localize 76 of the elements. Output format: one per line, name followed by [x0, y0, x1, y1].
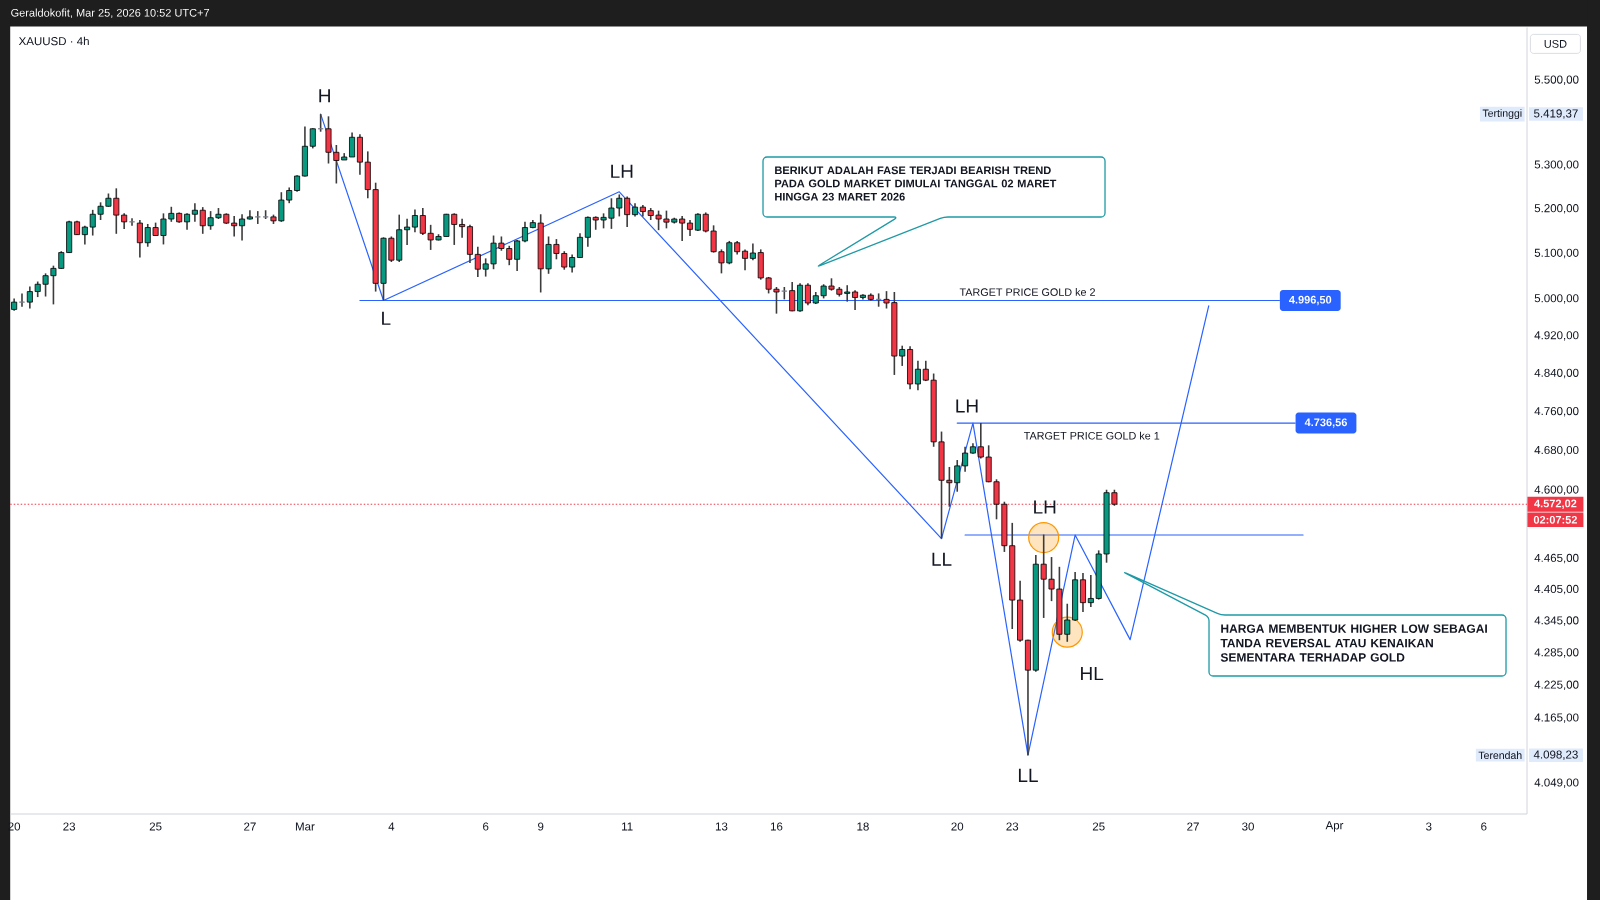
annotation: Terendah [1478, 751, 1522, 760]
text: XAUUSD · 4h [18, 36, 89, 46]
candlestick [19, 292, 25, 308]
data-label: 4.996,50 [1289, 295, 1332, 306]
x-tick-label: 9 [538, 822, 544, 831]
candlestick [191, 202, 198, 223]
y-tick-label: 4.920,00 [1534, 331, 1579, 341]
candlestick [789, 281, 796, 313]
data-label: 4.736,56 [1304, 418, 1348, 428]
x-tick-label: 6 [1481, 822, 1487, 831]
data-label: LH [956, 399, 978, 413]
data-label: LL [1018, 768, 1038, 782]
y-tick-label: 4.405,00 [1534, 584, 1579, 595]
text: 5.419,37 [1534, 109, 1578, 119]
y-tick-label: 4.760,00 [1534, 407, 1579, 417]
candlestick [411, 208, 418, 234]
candlestick [577, 232, 583, 259]
x-tick-label: 3 [1426, 822, 1432, 831]
data-label: HL [1081, 667, 1104, 681]
y-tick-label: 5.300,00 [1534, 160, 1579, 170]
candlestick [239, 213, 246, 242]
candlestick [914, 359, 921, 391]
candlestick [1079, 572, 1086, 613]
text: Geraldokofit, Mar 25, 2026 10:52 UTC+7 [11, 8, 210, 18]
y-tick-label: 4.225,00 [1534, 680, 1579, 691]
text: 02:07:52 [1533, 515, 1577, 524]
annotation: Tertinggi [1482, 109, 1522, 120]
candlestick [349, 131, 356, 158]
y-tick-label: 5.000,00 [1534, 294, 1579, 304]
data-label: LL [932, 552, 952, 566]
candlestick [742, 248, 749, 271]
data-label: LH [611, 164, 633, 178]
x-tick-label: 25 [1092, 822, 1105, 831]
y-tick-label: 4.465,00 [1534, 553, 1579, 564]
candlestick [404, 217, 411, 246]
x-tick-label: 4 [388, 822, 395, 831]
x-tick-label: 11 [622, 822, 633, 831]
data-label: LH [1034, 500, 1056, 514]
y-tick-label: 4.165,00 [1534, 713, 1579, 723]
y-tick-label: 5.100,00 [1534, 248, 1579, 259]
text: 4.098,23 [1533, 750, 1578, 760]
x-tick-label: Mar [295, 822, 315, 831]
x-tick-label: 30 [1242, 822, 1254, 831]
ref-line-label: 4.572,02 [1534, 499, 1577, 509]
y-tick-label: 5.200,00 [1534, 204, 1579, 214]
candlestick [459, 217, 466, 239]
series-label: TARGET PRICE GOLD ke 1 [1023, 431, 1160, 440]
x-tick-label: 27 [244, 822, 256, 831]
y-tick-label: 4.840,00 [1534, 368, 1579, 379]
candlestick [254, 210, 261, 225]
y-tick-label: 4.049,00 [1534, 778, 1579, 788]
series-label: TARGET PRICE GOLD ke 2 [959, 288, 1095, 296]
candlestick [962, 445, 969, 473]
y-tick-label: 4.680,00 [1534, 445, 1579, 456]
x-tick-label: 6 [483, 822, 489, 831]
x-tick-label: 23 [63, 822, 76, 831]
x-tick-label: 23 [1006, 822, 1019, 831]
data-label: L [382, 311, 391, 325]
candlestick [804, 282, 811, 307]
x-tick-label: 18 [857, 822, 869, 831]
annotation: BERIKUT ADALAH FASE TERJADI BEARISH TREND PADA GOLD MARKET DIMULAI TANGGAL 02 MARET HINGGA 23 MARET 2026 [775, 166, 1057, 201]
x-tick-label: Apr [1325, 821, 1344, 832]
y-axis-title: USD [1544, 40, 1567, 48]
y-tick-label: 5.500,00 [1534, 75, 1579, 86]
y-tick-label: 4.600,00 [1534, 485, 1579, 496]
x-tick-label: 16 [770, 822, 783, 831]
candlestick [852, 289, 859, 311]
x-tick-label: 25 [149, 822, 162, 831]
annotation: HARGA MEMBENTUK HIGHER LOW SEBAGAI TANDA REVERSAL ATAU KENAIKAN SEMENTARA TERHADAP GOLD [1220, 624, 1487, 662]
x-tick-label: 27 [1187, 822, 1199, 831]
data-label: H [319, 89, 330, 103]
candlestick [309, 127, 316, 150]
y-tick-label: 4.345,00 [1534, 616, 1579, 626]
y-tick-label: 4.285,00 [1534, 648, 1579, 658]
x-tick-label: 13 [715, 822, 728, 831]
x-tick-label: 20 [951, 822, 964, 831]
